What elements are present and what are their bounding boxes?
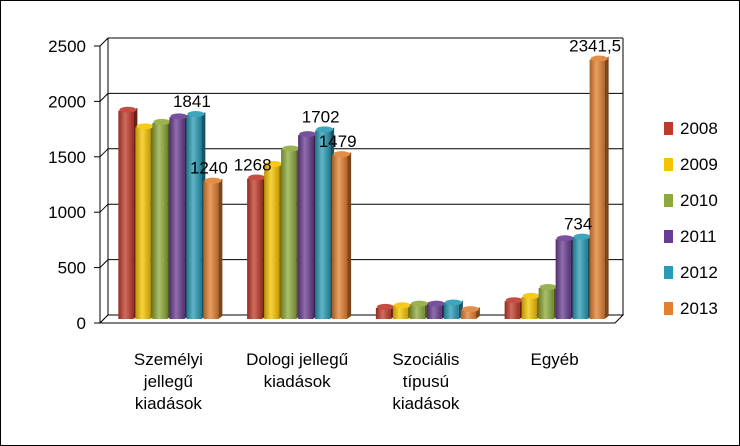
bar-side xyxy=(218,178,223,319)
bar-top xyxy=(573,233,591,240)
y-tick-label: 2000 xyxy=(48,92,86,111)
legend-label: 2011 xyxy=(680,227,717,246)
category-label: Dologi jellegű kiadások xyxy=(246,350,348,391)
gridline-depth xyxy=(99,148,109,158)
data-label: 2341,5 xyxy=(569,37,621,56)
gridline-depth xyxy=(99,203,109,213)
legend-label: 2010 xyxy=(680,191,718,210)
bar-top xyxy=(136,123,154,130)
bar-top xyxy=(119,106,137,113)
bar-top xyxy=(265,160,283,167)
legend-swatch xyxy=(664,194,673,207)
bar xyxy=(264,164,280,319)
legend-label: 2013 xyxy=(680,299,718,318)
bar xyxy=(375,307,391,319)
bar-top xyxy=(204,177,222,184)
bar-top xyxy=(333,151,351,158)
bar-top xyxy=(505,297,523,304)
legend-label: 2008 xyxy=(680,119,718,138)
bar-top xyxy=(556,235,574,242)
gridline-depth xyxy=(99,93,109,102)
category-label: Szociális típusú kiadások xyxy=(392,350,460,413)
bar xyxy=(315,130,331,319)
bar-top xyxy=(427,300,445,307)
data-label: 1702 xyxy=(302,107,340,126)
data-label: 1841 xyxy=(173,92,211,111)
bar xyxy=(443,303,459,319)
bar xyxy=(426,304,442,319)
data-label: 1479 xyxy=(319,132,357,151)
bar xyxy=(392,306,408,319)
bar xyxy=(555,239,571,319)
bar-top xyxy=(444,299,462,306)
bar xyxy=(247,178,263,319)
category-label: Személyi jellegű kiadások xyxy=(134,350,203,413)
bar-top xyxy=(248,174,266,181)
bar xyxy=(281,149,297,319)
legend-label: 2012 xyxy=(680,263,718,282)
bar xyxy=(298,135,314,319)
bar xyxy=(538,287,554,319)
bar xyxy=(409,304,425,319)
bar xyxy=(521,296,537,319)
bar-top xyxy=(522,292,540,299)
floor xyxy=(98,314,625,324)
bar xyxy=(152,122,168,319)
bar xyxy=(332,155,348,319)
y-tick-label: 1000 xyxy=(48,203,86,222)
bar-top xyxy=(153,118,171,125)
category-label: Egyéb xyxy=(531,350,579,369)
bar-top xyxy=(461,306,479,313)
legend-swatch xyxy=(664,122,673,135)
bar-top xyxy=(170,113,188,120)
bar xyxy=(118,110,134,319)
data-label: 1240 xyxy=(190,159,228,178)
y-tick-label: 2500 xyxy=(48,37,86,56)
bar-top xyxy=(316,126,334,133)
bar xyxy=(504,301,520,319)
bar xyxy=(572,237,588,319)
bar-top xyxy=(393,302,411,309)
legend-swatch xyxy=(664,230,673,243)
legend-label: 2009 xyxy=(680,155,718,174)
data-label: 1268 xyxy=(234,156,272,175)
gridline-depth xyxy=(99,37,109,47)
bar-top xyxy=(590,55,608,62)
bar xyxy=(460,310,476,319)
data-label: 734 xyxy=(564,215,592,234)
bar xyxy=(186,115,202,319)
y-tick-label: 0 xyxy=(77,314,86,333)
bar-top xyxy=(187,111,205,118)
legend-swatch xyxy=(664,302,673,315)
bar-top xyxy=(410,300,428,307)
gridline-depth xyxy=(99,259,109,268)
legend-swatch xyxy=(664,158,673,171)
bar-side xyxy=(347,152,352,319)
y-tick-label: 1500 xyxy=(48,148,86,167)
y-tick-label: 500 xyxy=(58,259,86,278)
bar xyxy=(203,181,219,319)
bar-top xyxy=(299,131,317,138)
bar xyxy=(135,127,151,319)
bar-top xyxy=(376,303,394,310)
bar xyxy=(169,117,185,320)
bar-side xyxy=(604,56,609,319)
bar-top xyxy=(282,145,300,152)
bar-top xyxy=(539,283,557,290)
bar xyxy=(589,59,605,319)
legend-swatch xyxy=(664,266,673,279)
